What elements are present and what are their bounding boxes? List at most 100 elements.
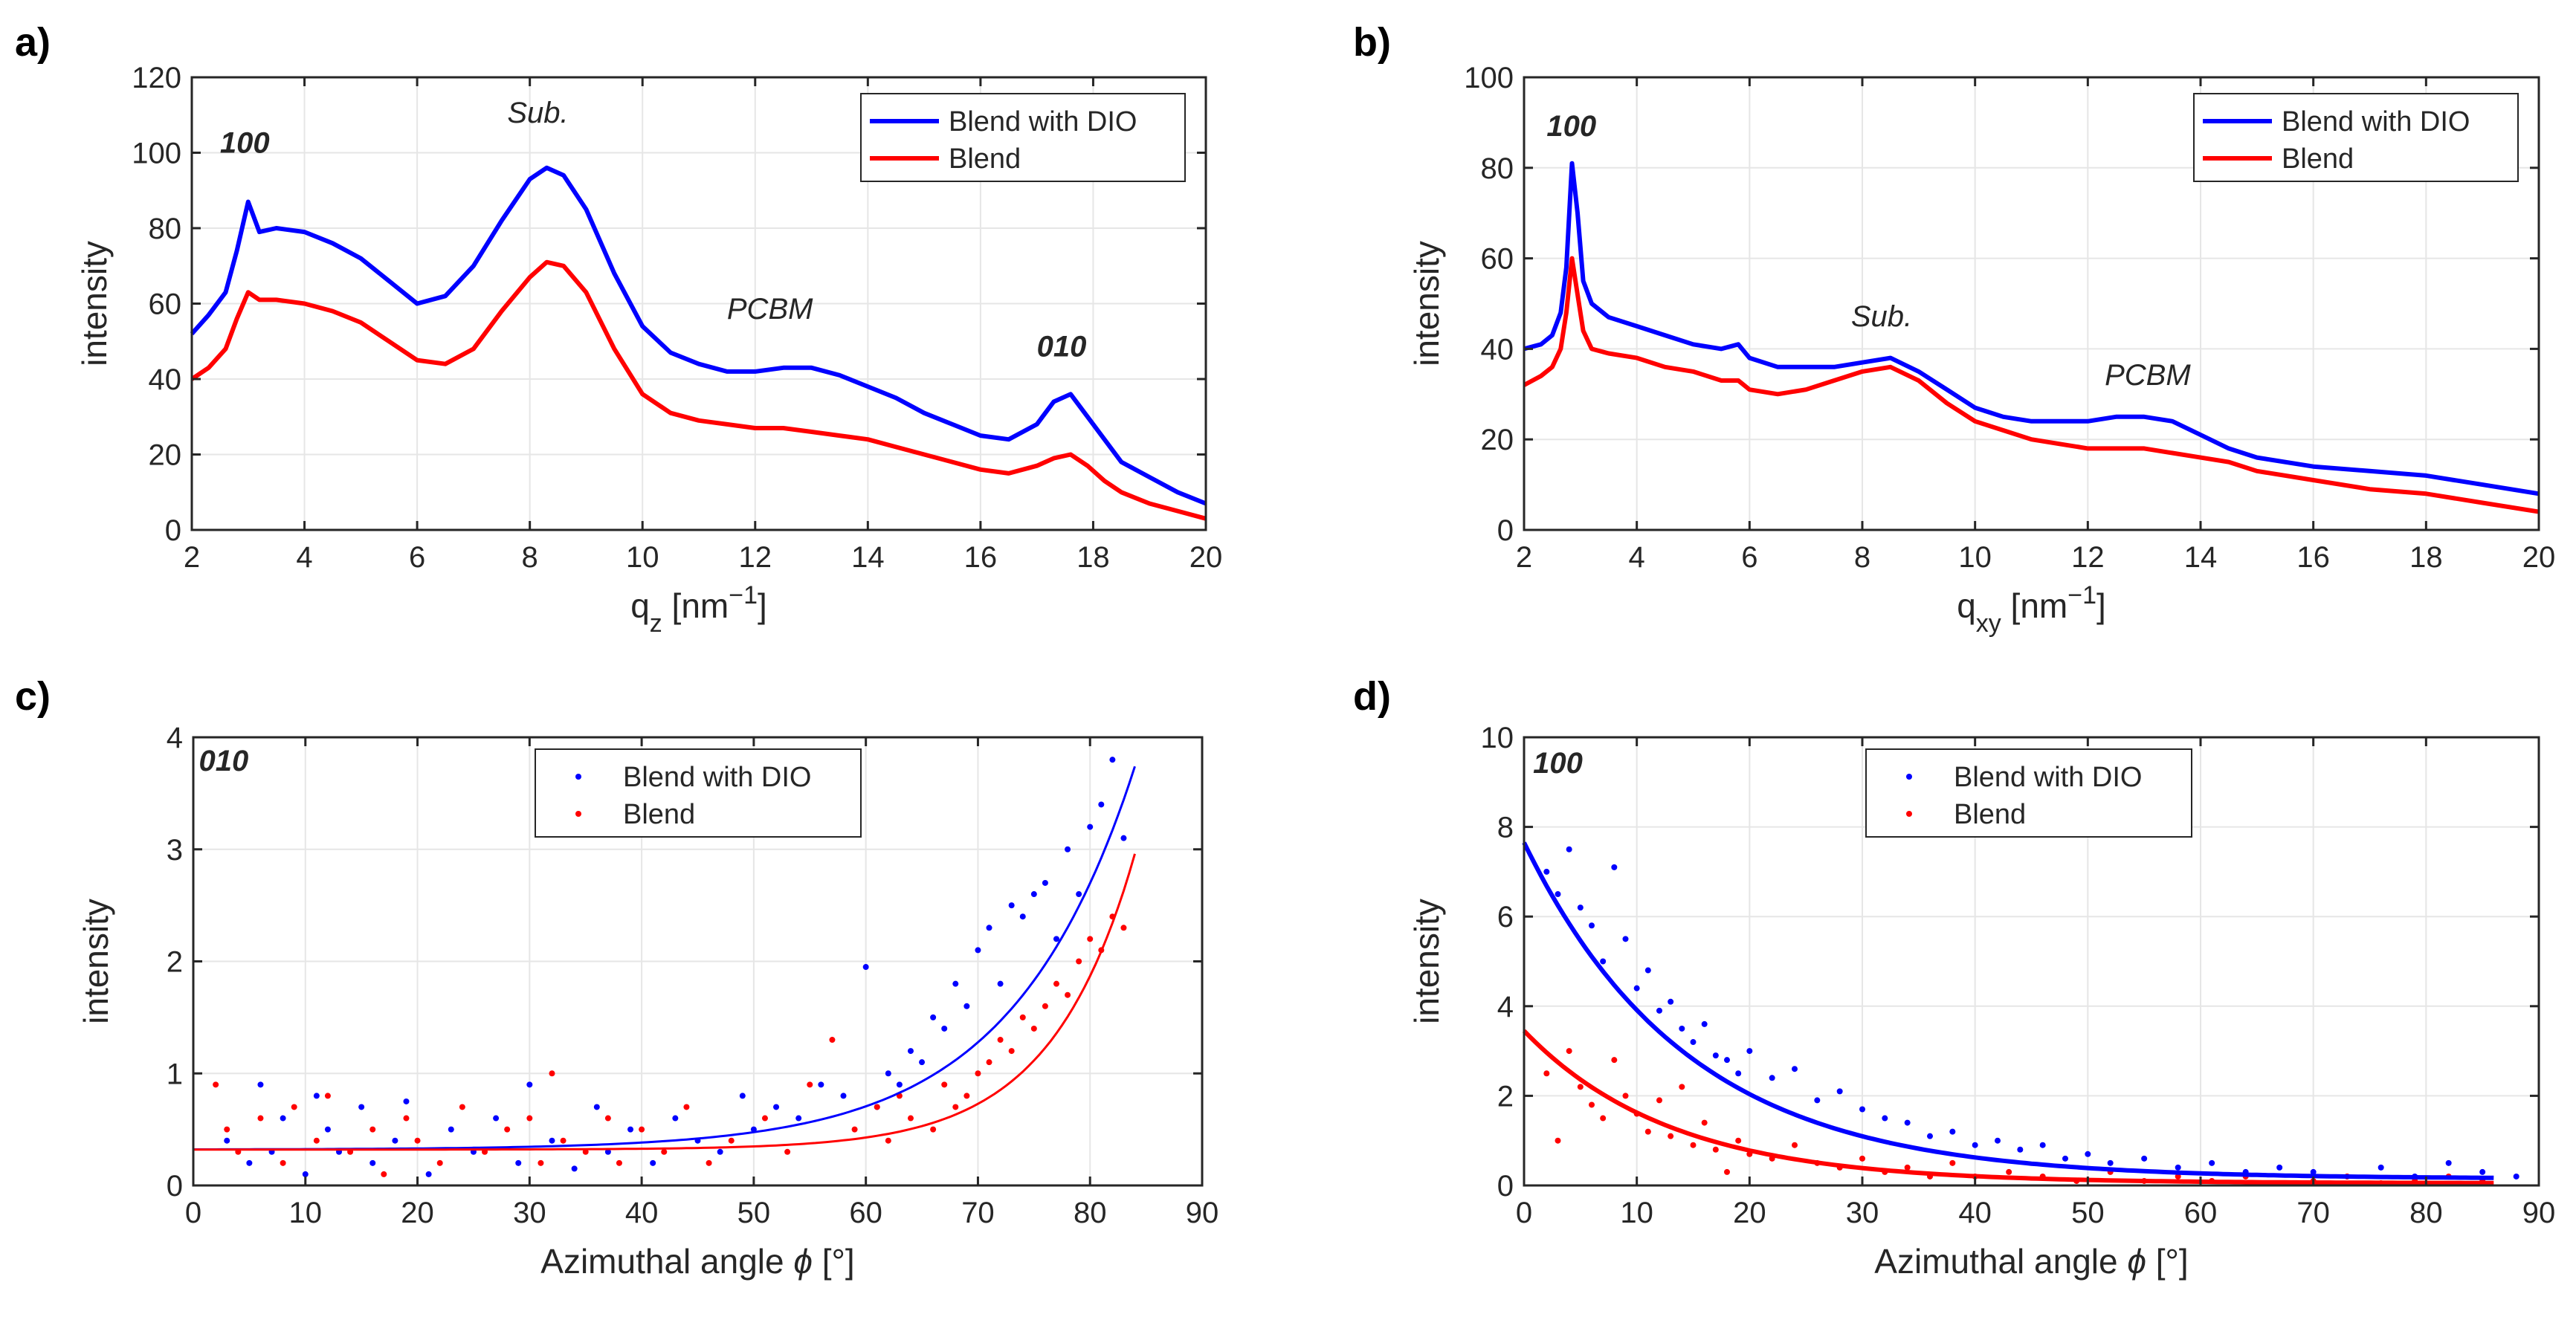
scatter-point-blend <box>1577 1084 1584 1090</box>
panel-label-c: c) <box>15 674 51 719</box>
series-line-blend-with-dio <box>1523 161 2540 496</box>
scatter-point-blend <box>1701 1119 1708 1126</box>
scatter-point-blend <box>1735 1137 1742 1144</box>
scatter-point-blend-with-dio <box>963 1003 970 1009</box>
y-tick-label: 20 <box>1481 424 1514 456</box>
x-tick-label: 40 <box>1958 1197 1992 1229</box>
scatter-point-blend-with-dio <box>1656 1007 1662 1014</box>
scatter-point-blend <box>1087 936 1094 942</box>
scatter-point-blend <box>582 1148 589 1155</box>
scatter-point-blend <box>930 1126 937 1133</box>
scatter-point-blend-with-dio <box>593 1104 600 1110</box>
scatter-point-blend-with-dio <box>302 1171 309 1177</box>
annotation-100: 100 <box>220 127 270 160</box>
scatter-point-blend-with-dio <box>604 1148 611 1155</box>
scatter-point-blend-with-dio <box>1076 891 1082 898</box>
y-tick-label: 60 <box>149 288 182 321</box>
scatter-point-blend-with-dio <box>1859 1106 1865 1113</box>
scatter-point-blend-with-dio <box>549 1137 555 1144</box>
scatter-point-blend <box>2006 1168 2012 1175</box>
scatter-point-blend-with-dio <box>2017 1146 2024 1153</box>
y-axis-label-c: intensity <box>77 899 115 1024</box>
scatter-point-blend-with-dio <box>997 980 1004 987</box>
scatter-point-blend <box>639 1126 645 1133</box>
scatter-point-blend <box>1622 1093 1629 1099</box>
scatter-point-blend <box>1019 1014 1026 1020</box>
scatter-point-blend-with-dio <box>1543 868 1550 875</box>
scatter-point-blend <box>997 1037 1004 1043</box>
scatter-point-blend <box>1008 1048 1015 1055</box>
x-tick-label: 20 <box>1733 1197 1766 1229</box>
x-tick-label: 60 <box>849 1197 882 1229</box>
legend-c: Blend with DIO Blend <box>535 748 862 838</box>
scatter-point-blend-with-dio <box>246 1159 253 1166</box>
annotation-sub: Sub. <box>1851 300 1912 333</box>
scatter-point-blend-with-dio <box>2107 1159 2114 1166</box>
scatter-point-blend <box>1555 1137 1561 1144</box>
scatter-point-blend-with-dio <box>1724 1057 1730 1064</box>
x-tick-label: 10 <box>626 541 659 574</box>
scatter-point-blend <box>560 1137 566 1144</box>
y-tick-label: 100 <box>1464 62 1514 94</box>
y-axis-label-a: intensity <box>75 241 114 366</box>
scatter-point-blend-with-dio <box>1644 967 1651 974</box>
y-tick-label: 80 <box>149 213 182 245</box>
y-tick-label: 1 <box>167 1058 183 1090</box>
scatter-point-blend <box>1679 1084 1685 1090</box>
x-tick-label: 8 <box>522 541 538 574</box>
x-axis-label-c: Azimuthal angle ϕ [°] <box>540 1242 854 1281</box>
scatter-point-blend-with-dio <box>1995 1137 2001 1144</box>
x-tick-label: 90 <box>1186 1197 1219 1229</box>
legend-d: Blend with DIO Blend <box>1865 748 2192 838</box>
scatter-point-blend-with-dio <box>773 1104 780 1110</box>
x-tick-label: 16 <box>2296 541 2330 574</box>
legend-entry-blend: Blend <box>949 143 1021 175</box>
x-tick-label: 4 <box>296 541 312 574</box>
scatter-point-blend <box>414 1137 421 1144</box>
scatter-point-blend <box>907 1115 914 1122</box>
scatter-point-blend <box>661 1148 668 1155</box>
x-tick-label: 12 <box>739 541 772 574</box>
scatter-point-blend <box>874 1104 880 1110</box>
scatter-point-blend-with-dio <box>1109 757 1116 763</box>
scatter-point-blend-with-dio <box>1555 891 1561 898</box>
annotation-sub: Sub. <box>507 97 568 129</box>
legend-entry-blend: Blend <box>2282 143 2354 175</box>
axes-frame-d <box>1523 736 2540 1187</box>
scatter-point-blend-with-dio <box>403 1098 410 1104</box>
series-line-blend-with-dio <box>190 165 1207 506</box>
legend-swatch <box>575 811 581 817</box>
scatter-point-blend <box>1120 925 1127 931</box>
y-tick-label: 2 <box>167 946 183 979</box>
legend-entry-blend: Blend <box>1954 799 2026 830</box>
scatter-point-blend-with-dio <box>1566 846 1572 852</box>
scatter-point-blend-with-dio <box>975 947 981 954</box>
scatter-point-blend <box>324 1093 331 1099</box>
scatter-point-blend-with-dio <box>840 1093 847 1099</box>
scatter-point-blend-with-dio <box>2513 1173 2519 1180</box>
y-tick-label: 40 <box>1481 333 1514 366</box>
scatter-point-blend-with-dio <box>650 1159 656 1166</box>
legend-swatch <box>1906 774 1912 780</box>
scatter-point-blend <box>728 1137 735 1144</box>
x-tick-label: 80 <box>2409 1197 2443 1229</box>
fit-curve-blend-with-dio <box>1522 841 2494 1180</box>
scatter-point-blend <box>1792 1142 1798 1148</box>
scatter-point-blend-with-dio <box>358 1104 365 1110</box>
scatter-point-blend <box>369 1126 376 1133</box>
scatter-point-blend <box>885 1137 891 1144</box>
y-tick-label: 0 <box>167 1170 183 1203</box>
scatter-point-blend <box>213 1081 219 1088</box>
legend-entry-blend-with-dio: Blend with DIO <box>949 106 1137 137</box>
scatter-point-blend-with-dio <box>885 1070 891 1077</box>
scatter-point-blend <box>952 1104 959 1110</box>
annotation-100: 100 <box>1533 747 1583 780</box>
scatter-point-blend-with-dio <box>224 1137 230 1144</box>
annotation-pcbm: PCBM <box>727 293 813 326</box>
scatter-point-blend-with-dio <box>571 1165 578 1172</box>
x-tick-label: 6 <box>409 541 425 574</box>
scatter-point-blend-with-dio <box>1065 846 1071 852</box>
x-tick-label: 70 <box>961 1197 995 1229</box>
y-tick-label: 40 <box>149 363 182 396</box>
scatter-point-blend <box>1076 958 1082 965</box>
